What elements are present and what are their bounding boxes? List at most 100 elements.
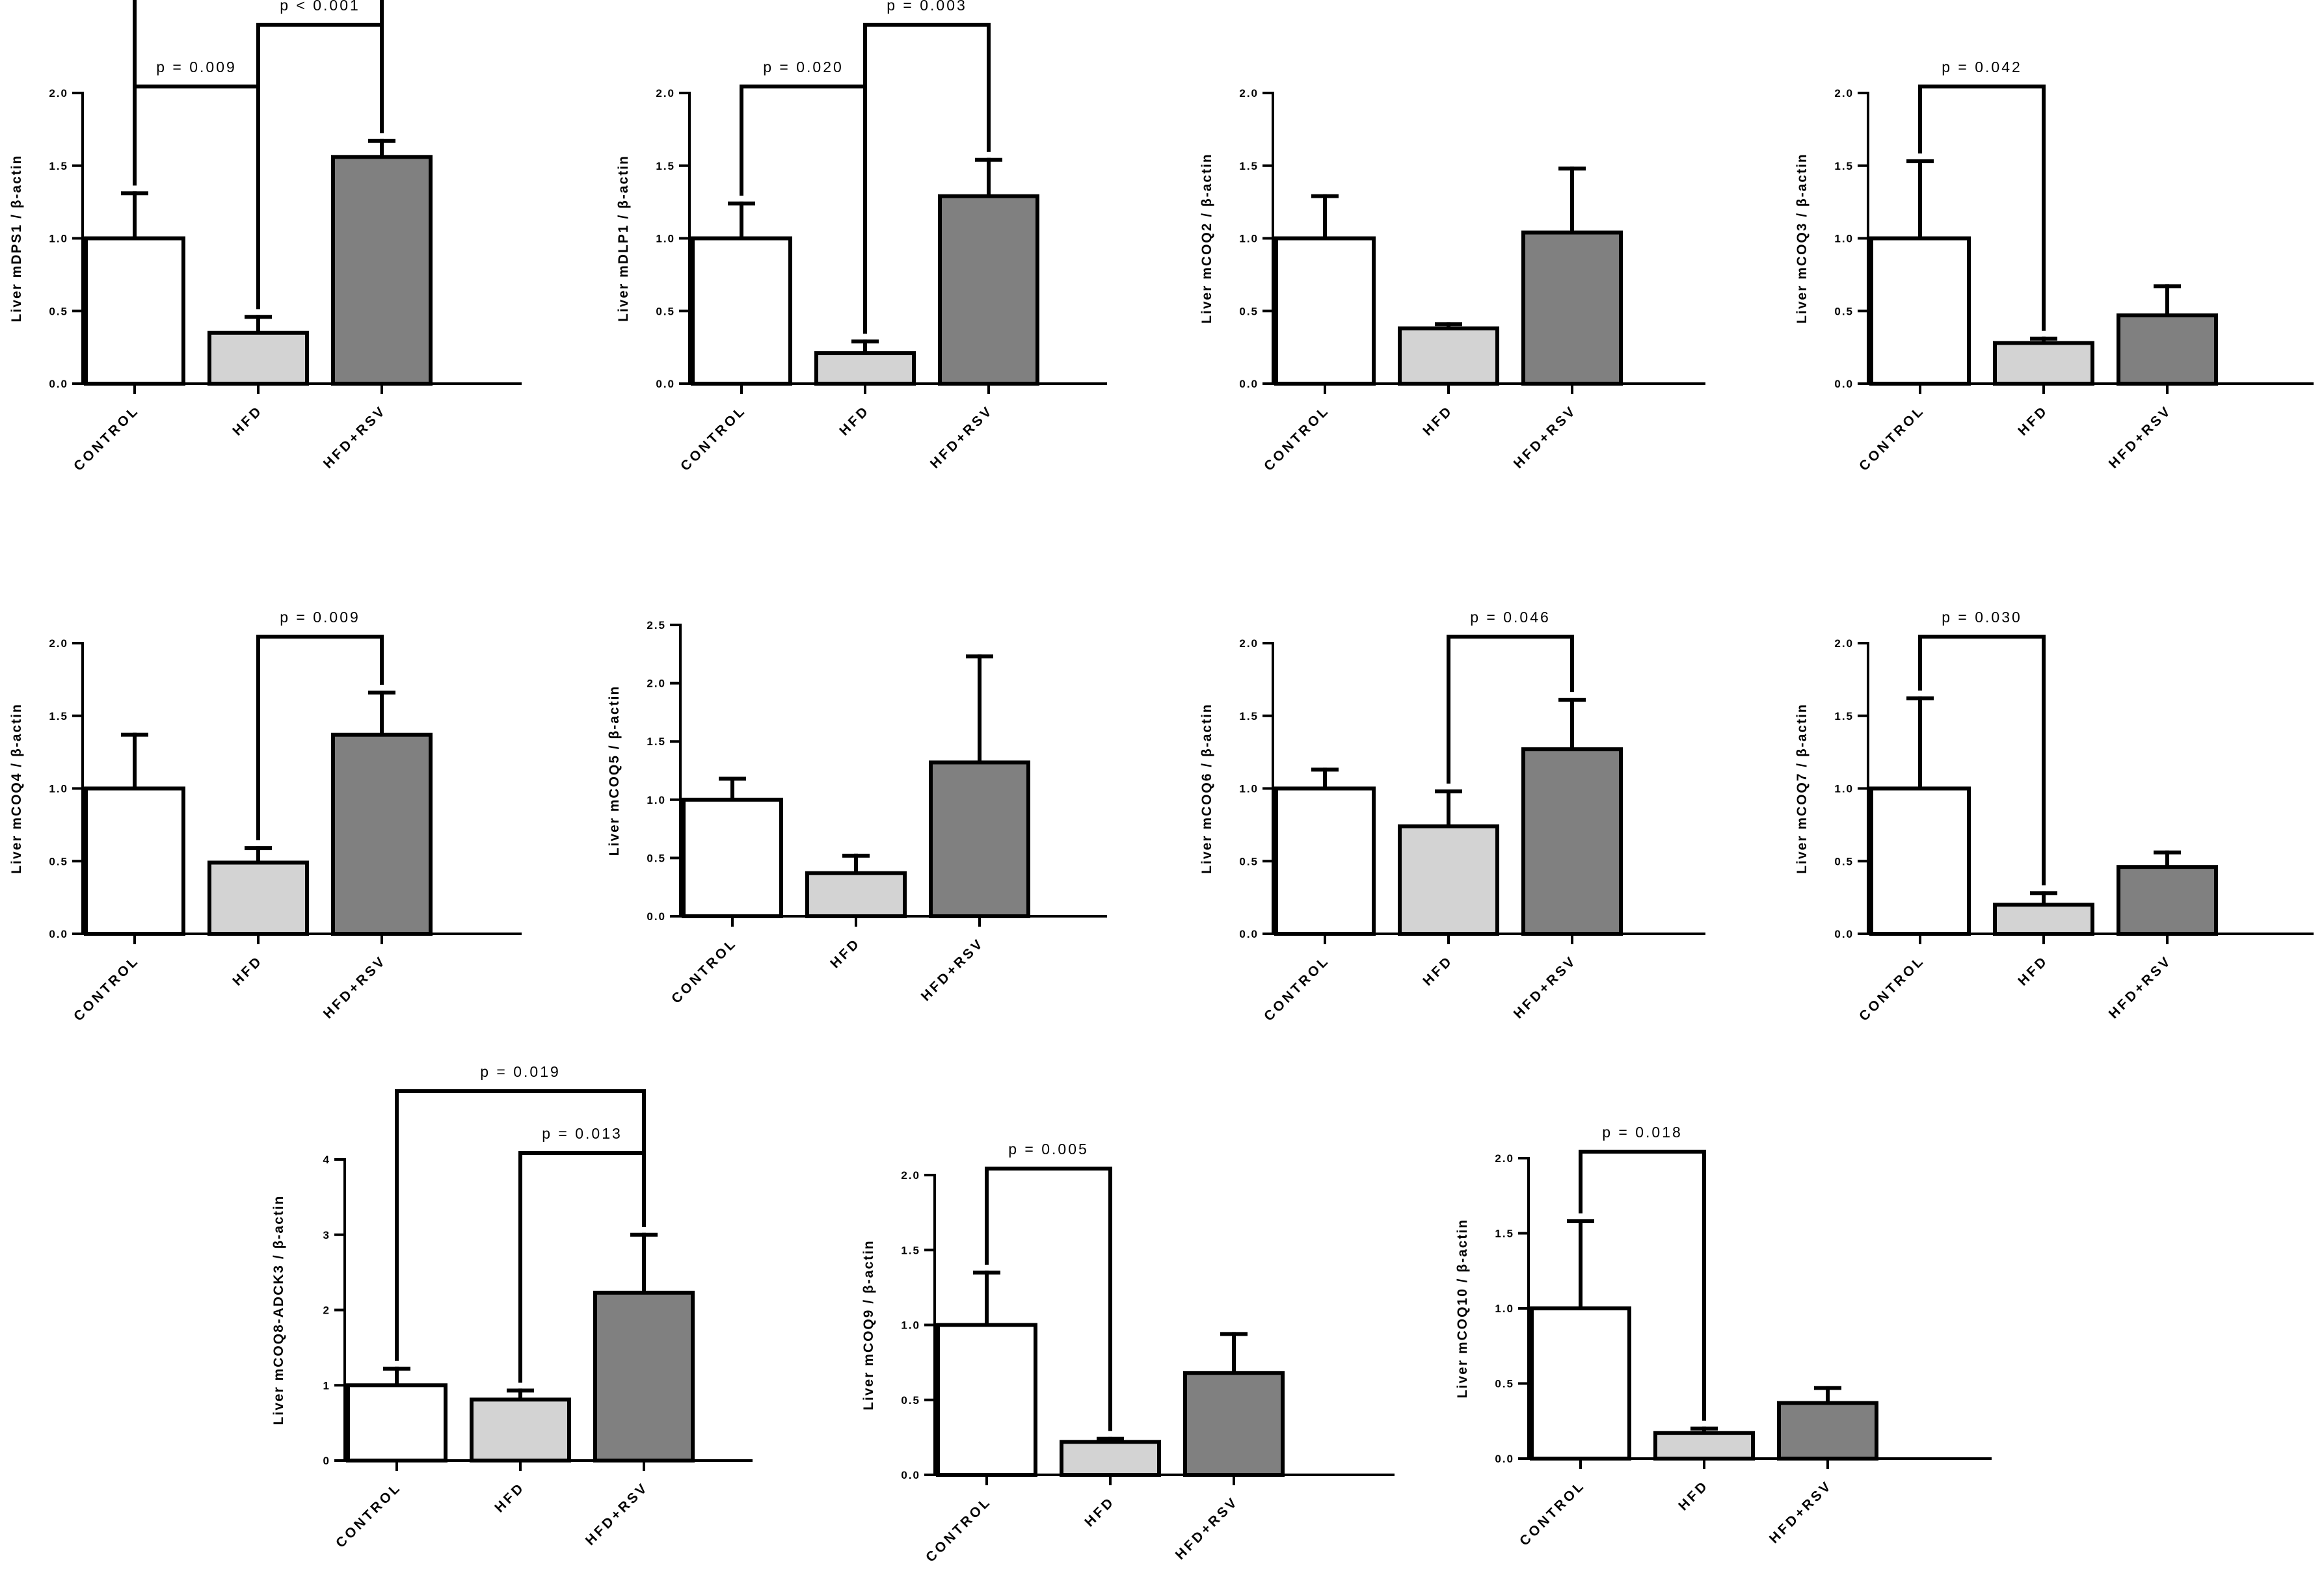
x-tick-label: CONTROL bbox=[678, 403, 749, 473]
x-tick-label: CONTROL bbox=[1261, 953, 1332, 1024]
x-tick-label: HFD+RSV bbox=[1173, 1494, 1242, 1563]
significance-bracket bbox=[395, 1089, 646, 1361]
y-tick-label: 2.0 bbox=[1834, 637, 1854, 650]
bar bbox=[1060, 1440, 1161, 1477]
y-tick-label: 1.0 bbox=[1239, 783, 1259, 795]
y-tick-label: 1.5 bbox=[1495, 1228, 1514, 1240]
y-tick-label: 1.5 bbox=[647, 735, 666, 748]
y-tick-label: 0.5 bbox=[1834, 305, 1854, 317]
p-value-label: p = 0.030 bbox=[1942, 609, 2022, 626]
x-tick-label: HFD+RSV bbox=[918, 935, 987, 1004]
p-value-label: p = 0.003 bbox=[887, 0, 967, 14]
y-tick-label: 1.0 bbox=[49, 783, 68, 795]
p-value-label: p = 0.018 bbox=[1602, 1124, 1683, 1141]
bar bbox=[929, 760, 1030, 919]
y-tick-label: 1.0 bbox=[1239, 233, 1259, 245]
y-tick-label: 0.0 bbox=[1834, 378, 1854, 390]
bar bbox=[470, 1397, 571, 1462]
x-tick-label: HFD+RSV bbox=[1511, 403, 1580, 471]
bar bbox=[1869, 786, 1971, 936]
y-tick-label: 2.0 bbox=[656, 87, 675, 99]
bar bbox=[1653, 1431, 1755, 1461]
x-tick-label: HFD+RSV bbox=[321, 403, 390, 471]
bar bbox=[805, 871, 907, 919]
significance-bracket bbox=[985, 1167, 1112, 1431]
y-axis-label: Liver mCOQ9 / β-actin bbox=[861, 1239, 876, 1410]
y-tick-label: 0.0 bbox=[647, 910, 666, 923]
bar bbox=[593, 1290, 695, 1462]
y-axis-label: Liver mCOQ5 / β-actin bbox=[607, 685, 622, 856]
y-tick-label: 1.5 bbox=[1834, 710, 1854, 722]
y-tick-label: 4 bbox=[323, 1154, 330, 1166]
bar bbox=[84, 786, 185, 936]
y-tick-label: 2.0 bbox=[49, 87, 68, 99]
bar bbox=[814, 351, 916, 386]
x-tick-label: CONTROL bbox=[923, 1494, 994, 1565]
y-tick-label: 0.5 bbox=[1834, 855, 1854, 867]
y-tick-label: 1.0 bbox=[49, 233, 68, 245]
bar bbox=[936, 1323, 1037, 1477]
bar bbox=[331, 732, 433, 936]
bar bbox=[2117, 313, 2218, 386]
bar bbox=[1274, 786, 1376, 936]
x-tick-label: HFD+RSV bbox=[583, 1479, 652, 1548]
y-axis-label: Liver mCOQ6 / β-actin bbox=[1199, 703, 1214, 874]
bar bbox=[1274, 236, 1376, 386]
y-tick-label: 0.0 bbox=[1239, 378, 1259, 390]
bar bbox=[1777, 1401, 1878, 1461]
y-tick-label: 0.0 bbox=[656, 378, 675, 390]
chart-panel: Liver mCOQ7 / β-actin 0.0 0.5 1.0 1.5 2.0 CONT… bbox=[1795, 609, 2314, 1024]
bar bbox=[1183, 1371, 1285, 1477]
x-tick-label: HFD+RSV bbox=[2106, 403, 2175, 471]
x-tick-label: HFD bbox=[230, 953, 265, 988]
x-tick-label: CONTROL bbox=[1856, 953, 1927, 1024]
x-tick-label: CONTROL bbox=[71, 403, 142, 473]
y-tick-label: 0.5 bbox=[49, 855, 68, 867]
x-tick-label: HFD bbox=[2015, 953, 2051, 988]
y-tick-label: 0 bbox=[323, 1455, 330, 1467]
y-axis-label: Liver mCOQ8-ADCK3 / β-actin bbox=[271, 1195, 286, 1425]
x-tick-label: CONTROL bbox=[333, 1479, 404, 1550]
y-tick-label: 0.5 bbox=[656, 305, 675, 317]
bar bbox=[207, 860, 309, 936]
y-tick-label: 0.0 bbox=[49, 928, 68, 940]
x-tick-label: HFD bbox=[1676, 1477, 1711, 1513]
y-tick-label: 1.0 bbox=[656, 233, 675, 245]
bar bbox=[346, 1383, 447, 1462]
x-tick-label: HFD bbox=[1420, 403, 1456, 438]
chart-panel: Liver mDPS1 / β-actin 0.0 0.5 1.0 1.5 2.0 CONT… bbox=[9, 0, 522, 474]
p-value-label: p = 0.013 bbox=[542, 1125, 622, 1142]
x-tick-label: CONTROL bbox=[1856, 403, 1927, 473]
bar bbox=[1869, 236, 1971, 386]
chart-panel: Liver mCOQ2 / β-actin 0.0 0.5 1.0 1.5 2.0 CONT… bbox=[1199, 87, 1705, 474]
bar bbox=[1993, 341, 2094, 386]
y-tick-label: 2.0 bbox=[1495, 1152, 1514, 1165]
x-tick-label: HFD bbox=[836, 403, 872, 438]
y-tick-label: 2.0 bbox=[647, 678, 666, 690]
y-tick-label: 0.0 bbox=[901, 1469, 920, 1481]
x-tick-label: HFD bbox=[2015, 403, 2051, 438]
chart-panel: Liver mCOQ8-ADCK3 / β-actin 0 1 2 3 4 CONTROL H… bbox=[271, 1063, 753, 1551]
y-tick-label: 0.5 bbox=[901, 1394, 920, 1407]
bar bbox=[1993, 903, 2094, 936]
significance-bracket bbox=[1918, 85, 2046, 331]
chart-panel: Liver mCOQ3 / β-actin 0.0 0.5 1.0 1.5 2.0 CONT… bbox=[1795, 59, 2314, 474]
y-tick-label: 0.5 bbox=[647, 852, 666, 864]
y-tick-label: 1.0 bbox=[1834, 233, 1854, 245]
p-value-label: p = 0.046 bbox=[1470, 609, 1551, 626]
p-value-label: p = 0.005 bbox=[1008, 1141, 1089, 1158]
x-tick-label: HFD bbox=[827, 935, 863, 971]
x-tick-label: CONTROL bbox=[669, 935, 740, 1006]
y-tick-label: 1.5 bbox=[1834, 160, 1854, 172]
y-tick-label: 1.0 bbox=[1834, 783, 1854, 795]
y-tick-label: 1.0 bbox=[901, 1319, 920, 1332]
x-tick-label: CONTROL bbox=[1517, 1477, 1588, 1548]
bar bbox=[1521, 230, 1623, 386]
x-tick-label: CONTROL bbox=[71, 953, 142, 1024]
bar bbox=[1530, 1306, 1631, 1461]
bar bbox=[682, 797, 783, 919]
bar bbox=[331, 155, 433, 386]
y-tick-label: 1.5 bbox=[656, 160, 675, 172]
p-value-label: p = 0.009 bbox=[156, 59, 237, 75]
